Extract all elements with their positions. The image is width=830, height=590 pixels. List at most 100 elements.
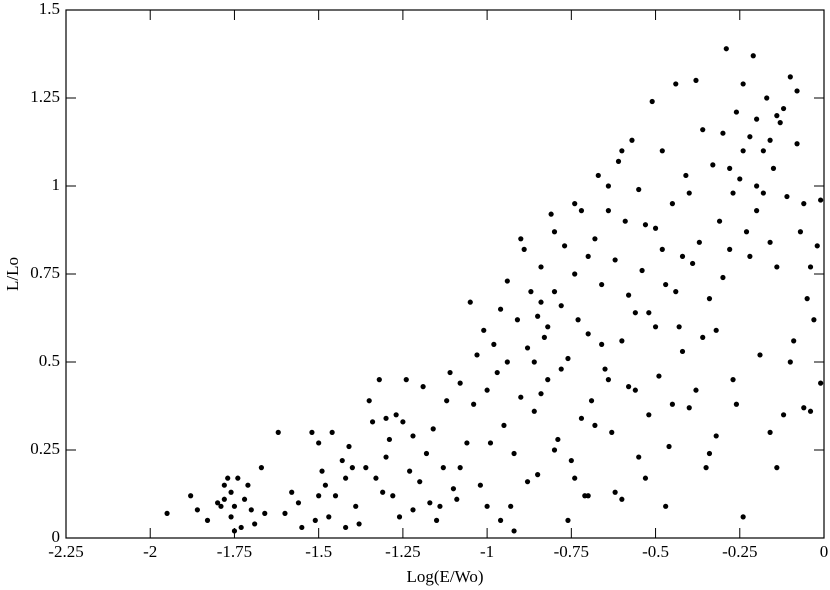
data-point <box>447 369 453 376</box>
data-point <box>497 306 504 312</box>
data-point <box>754 116 760 122</box>
data-point <box>471 401 477 407</box>
data-point <box>787 74 793 80</box>
data-point <box>673 289 679 295</box>
data-point <box>595 172 601 179</box>
y-tick-label: 1.5 <box>39 0 60 18</box>
data-point <box>599 281 605 288</box>
data-point <box>730 377 736 383</box>
data-point <box>403 377 409 383</box>
data-point <box>588 398 595 404</box>
data-point <box>410 507 416 513</box>
data-point <box>572 475 578 481</box>
data-point <box>440 465 446 471</box>
data-point <box>528 289 534 295</box>
data-point <box>605 377 611 383</box>
data-point <box>807 408 814 414</box>
data-point <box>508 503 514 509</box>
data-point <box>764 95 770 101</box>
data-point <box>477 482 483 488</box>
data-point <box>757 352 763 358</box>
x-tick-label: -0.75 <box>554 542 589 561</box>
data-point <box>437 503 443 509</box>
x-tick-label: -1 <box>480 542 494 561</box>
data-point <box>396 514 403 520</box>
data-point <box>686 405 692 411</box>
data-point <box>774 264 780 270</box>
y-tick-label: 1.25 <box>30 87 60 106</box>
data-point <box>700 127 706 133</box>
data-point <box>710 162 716 168</box>
y-tick-label: 0.25 <box>30 439 60 458</box>
data-point <box>713 433 719 439</box>
data-point <box>561 243 568 249</box>
data-point <box>818 380 824 386</box>
data-point <box>696 239 702 245</box>
data-point <box>575 317 581 323</box>
data-point <box>720 130 726 136</box>
data-point <box>656 373 662 379</box>
data-point <box>740 81 746 87</box>
data-point <box>578 208 585 214</box>
data-point <box>700 334 706 340</box>
data-point <box>794 88 800 94</box>
data-point <box>467 299 473 305</box>
data-point <box>221 496 227 502</box>
data-point <box>774 113 780 119</box>
data-point <box>504 278 510 284</box>
data-point <box>221 482 227 488</box>
data-point <box>555 436 561 443</box>
x-axis-title: Log(E/Wo) <box>407 567 484 586</box>
data-point <box>747 253 753 259</box>
data-point <box>501 422 507 428</box>
x-tick-label: -1.5 <box>305 542 332 561</box>
data-point <box>727 246 733 252</box>
data-point <box>518 236 524 242</box>
data-point <box>258 465 264 471</box>
data-point <box>777 120 783 126</box>
data-point <box>683 172 689 179</box>
data-point <box>295 500 302 506</box>
data-point <box>639 267 645 274</box>
data-point <box>612 257 618 263</box>
y-tick-label: 0.5 <box>39 351 60 370</box>
data-point <box>386 436 393 443</box>
data-point <box>619 338 625 344</box>
data-point <box>565 355 571 362</box>
data-point <box>585 331 591 337</box>
data-point <box>329 429 335 435</box>
data-point <box>450 486 457 492</box>
x-tick-label: -1.75 <box>217 542 252 561</box>
data-point <box>464 440 470 446</box>
data-point <box>612 489 618 495</box>
data-point <box>524 345 531 351</box>
data-point <box>417 479 423 485</box>
data-point <box>518 394 524 400</box>
data-point <box>545 377 551 383</box>
x-tick-label: -0.5 <box>642 542 669 561</box>
data-point <box>481 327 487 333</box>
data-point <box>427 500 433 506</box>
data-point <box>659 246 665 252</box>
data-point <box>649 98 655 105</box>
data-point <box>754 183 760 189</box>
data-point <box>383 415 389 421</box>
data-point <box>636 454 642 460</box>
data-point <box>770 165 777 171</box>
data-point <box>652 324 659 330</box>
data-point <box>551 447 558 453</box>
data-point <box>733 401 740 407</box>
data-point <box>309 429 315 435</box>
data-point <box>659 148 665 154</box>
data-point <box>194 507 200 513</box>
data-point <box>629 137 635 143</box>
data-point <box>774 465 780 471</box>
data-point <box>312 517 318 524</box>
data-point <box>164 510 170 516</box>
data-point <box>760 190 766 196</box>
data-point <box>733 109 740 115</box>
data-point <box>737 176 743 182</box>
x-tick-label: -1.25 <box>385 542 420 561</box>
data-point <box>679 348 686 355</box>
